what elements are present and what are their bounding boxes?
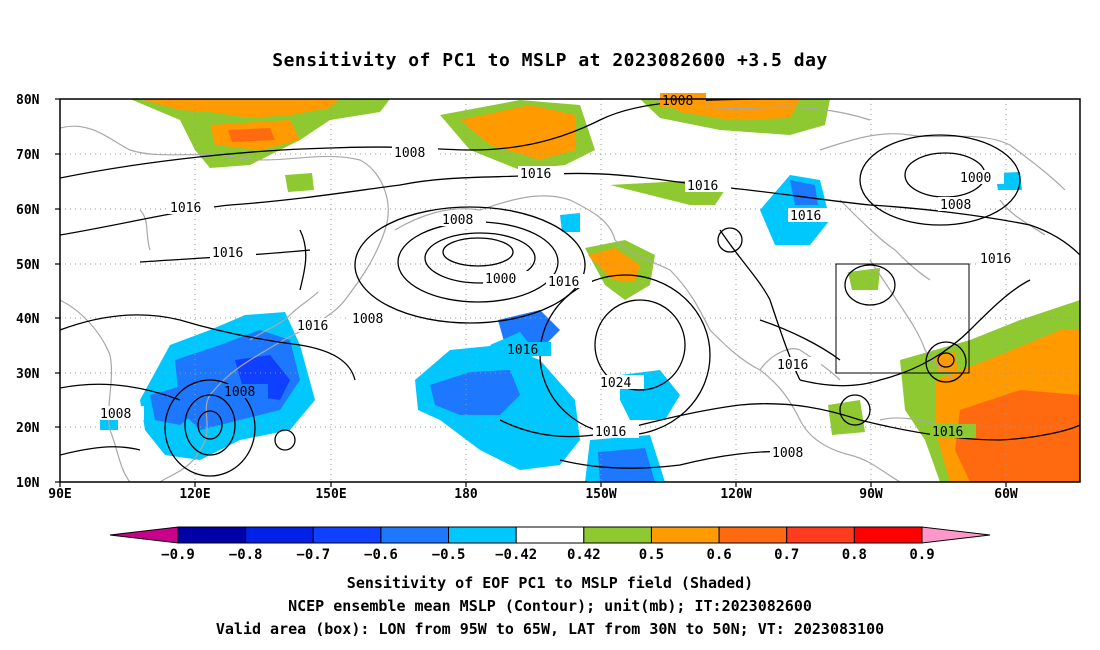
colorbar-cell — [380, 526, 450, 544]
colorbar-label: 0.5 — [639, 547, 664, 563]
contour-labels: 1008 1008 1016 1000 1016 1008 1016 1008 … — [98, 93, 1024, 461]
shade-positive-region — [935, 352, 958, 372]
contour-label: 1016 — [932, 425, 963, 440]
colorbar-cell — [448, 526, 517, 544]
colorbar-label: −0.9 — [161, 547, 195, 563]
colorbar-cell — [583, 526, 652, 544]
lon-tick-label: 180 — [454, 487, 478, 502]
contour-label: 1016 — [170, 201, 201, 216]
contour-label: 1016 — [507, 343, 538, 358]
caption-line-1: Sensitivity of EOF PC1 to MSLP field (Sh… — [346, 574, 754, 592]
colorbar-label: 0.8 — [842, 547, 867, 563]
colorbar-cell — [177, 526, 247, 544]
colorbar-label: −0.7 — [296, 547, 330, 563]
shade-positive-region — [955, 390, 1080, 482]
contour-label: 1008 — [940, 198, 971, 213]
colorbar-label: 0.42 — [567, 547, 601, 563]
shade-negative-region — [560, 213, 580, 232]
colorbar-cell — [718, 526, 788, 544]
contour-label: 1016 — [777, 358, 808, 373]
colorbar: −0.9 −0.8 −0.7 −0.6 −0.5 −0.42 0.42 0.5 0.6 0.7 0.… — [109, 526, 991, 563]
lat-tick-label: 40N — [16, 312, 40, 327]
lon-tick-label: 90E — [48, 487, 71, 502]
lon-tick-label: 150W — [585, 487, 616, 502]
contour-label: 1016 — [595, 425, 626, 440]
shade-negative-region — [150, 385, 200, 425]
colorbar-label: 0.7 — [774, 547, 799, 563]
lat-tick-label: 30N — [16, 367, 40, 382]
contour-label: 1016 — [687, 179, 718, 194]
lat-tick-label: 10N — [16, 476, 40, 491]
colorbar-cell — [312, 526, 382, 544]
shade-negative-region — [598, 448, 655, 482]
colorbar-cell — [245, 526, 314, 544]
contour-label: 1016 — [297, 319, 328, 334]
shade-positive-region — [848, 268, 880, 290]
shade-positive-region — [588, 248, 640, 282]
colorbar-label: −0.42 — [495, 547, 537, 563]
chart-title: Sensitivity of PC1 to MSLP at 2023082600… — [272, 50, 828, 71]
lat-tick-label: 20N — [16, 421, 40, 436]
lat-tick-label: 60N — [16, 203, 40, 218]
contour-label: 1008 — [352, 312, 383, 327]
lon-tick-label: 90W — [859, 487, 883, 502]
contour-label: 1000 — [485, 272, 516, 287]
contour-label: 1008 — [662, 94, 693, 109]
contour-label: 1024 — [600, 376, 631, 391]
colorbar-cell — [515, 526, 585, 544]
axis-ticks — [55, 98, 1007, 487]
contour-label: 1008 — [224, 385, 255, 400]
lat-tick-labels: 80N 70N 60N 50N 40N 30N 20N 10N — [16, 93, 40, 491]
caption-line-3: Valid area (box): LON from 95W to 65W, L… — [215, 620, 885, 638]
valid-area-box — [835, 263, 970, 374]
lon-tick-label: 60W — [994, 487, 1018, 502]
contour-label-group: 1008 — [660, 93, 706, 109]
contour-label: 1008 — [394, 146, 425, 161]
shade-positive-region — [828, 400, 865, 435]
colorbar-cell — [650, 526, 720, 544]
contour-label: 1000 — [960, 171, 991, 186]
shade-positive-region — [285, 173, 314, 192]
colorbar-label: 0.9 — [909, 547, 934, 563]
colorbar-label: −0.6 — [364, 547, 398, 563]
colorbar-label: −0.8 — [229, 547, 263, 563]
lon-tick-label: 120W — [720, 487, 751, 502]
contour-label: 1016 — [980, 252, 1011, 267]
lon-tick-labels: 90E 120E 150E 180 150W 120W 90W 60W — [48, 487, 1018, 502]
colorbar-label: 0.6 — [706, 547, 731, 563]
colorbar-label: −0.5 — [432, 547, 466, 563]
shade-negative-region — [790, 180, 818, 205]
contour-label: 1016 — [790, 209, 821, 224]
shade-positive-region — [140, 99, 340, 118]
lon-tick-label: 150E — [315, 487, 346, 502]
contour-label: 1008 — [442, 213, 473, 228]
caption-line-2: NCEP ensemble mean MSLP (Contour); unit(… — [288, 597, 812, 615]
contour-label: 1016 — [520, 167, 551, 182]
colorbar-cell — [786, 526, 855, 544]
shade-positive-region — [228, 128, 275, 142]
contour-label: 1008 — [100, 407, 131, 422]
colorbar-cell — [853, 526, 923, 544]
lat-tick-label: 70N — [16, 148, 40, 163]
contour-label: 1008 — [772, 446, 803, 461]
contour-label: 1016 — [548, 275, 579, 290]
lon-tick-label: 120E — [179, 487, 210, 502]
colorbar-end-low — [109, 526, 179, 544]
colorbar-end-high — [921, 526, 991, 544]
shade-positive-region — [460, 105, 575, 160]
lat-tick-label: 50N — [16, 258, 40, 273]
contour-label: 1016 — [212, 246, 243, 261]
lat-tick-label: 80N — [16, 93, 40, 108]
shade-negative-region — [430, 370, 520, 415]
plot-frame — [59, 98, 1081, 483]
